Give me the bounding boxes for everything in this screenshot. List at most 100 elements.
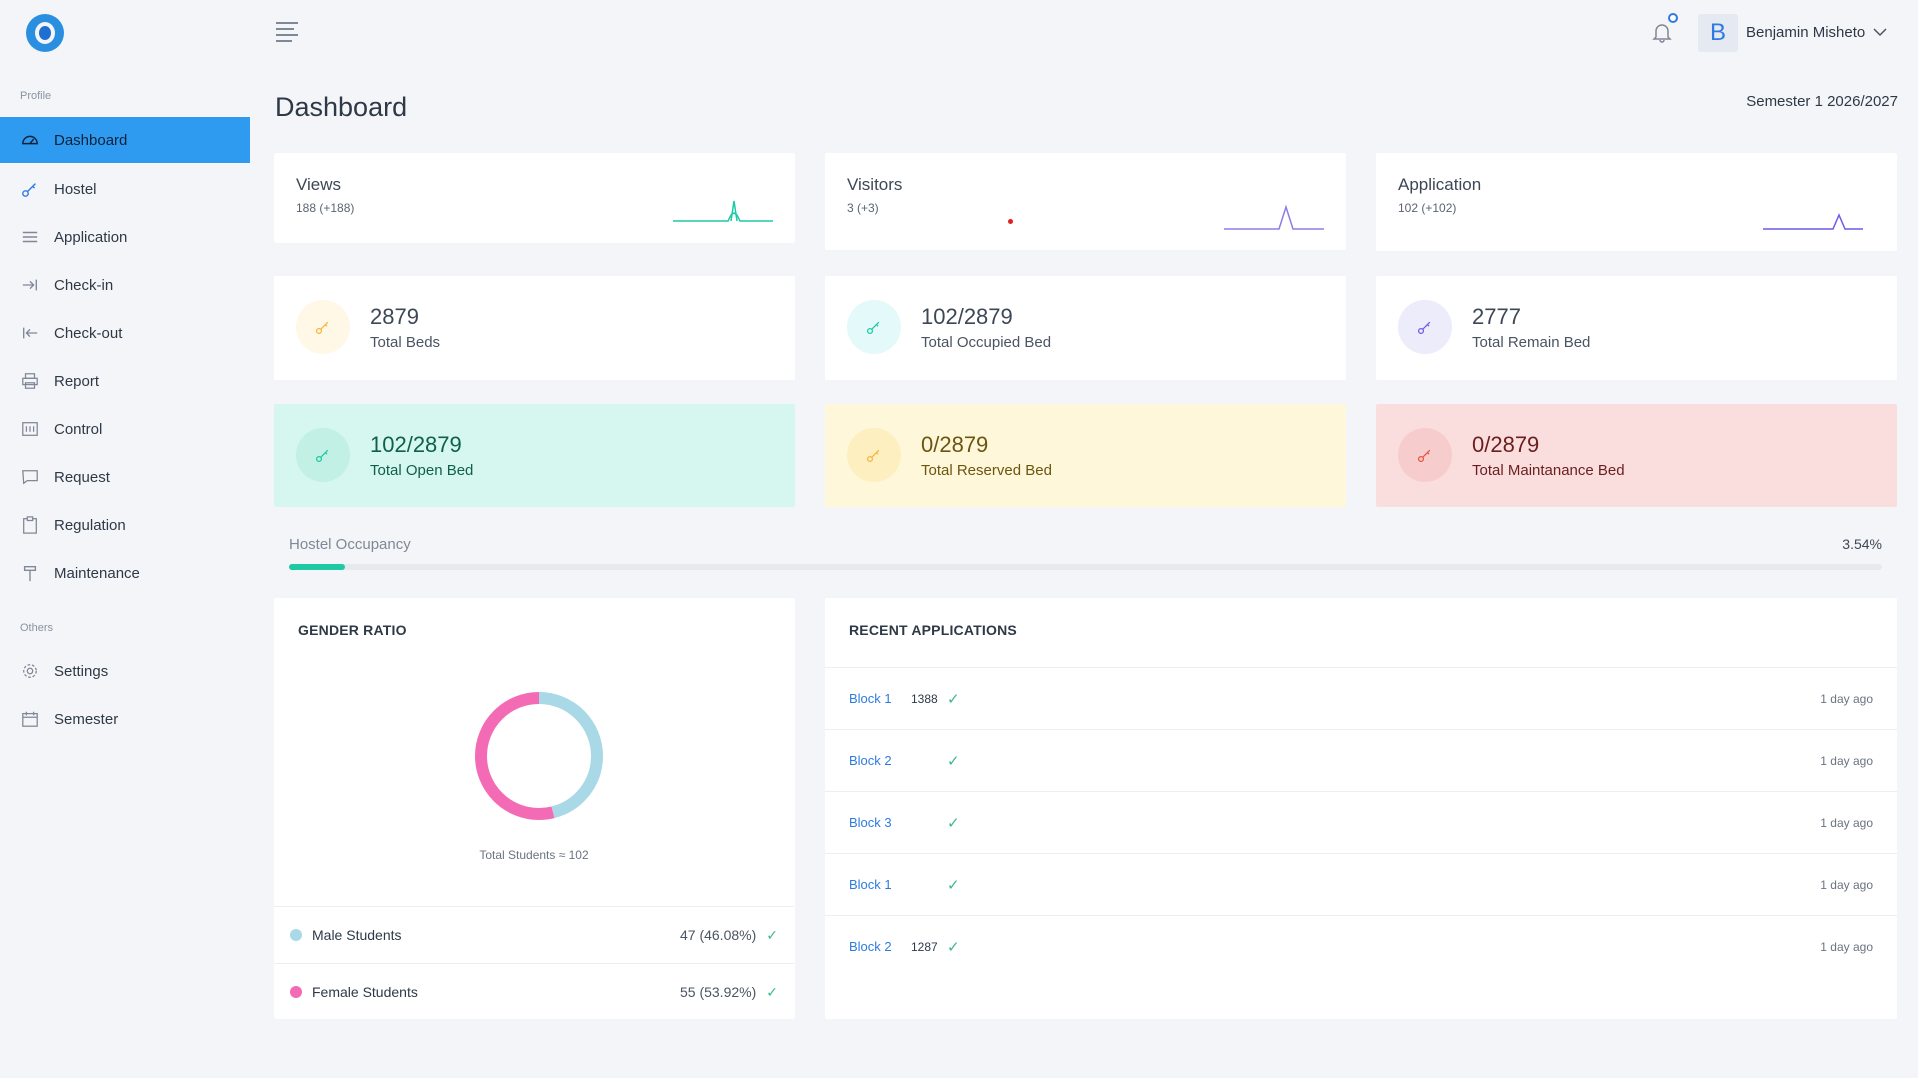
menu-toggle-icon[interactable]: [276, 22, 298, 42]
kpi-label: Total Maintanance Bed: [1472, 462, 1625, 479]
control-icon: [20, 419, 40, 439]
sidebar-item-semester[interactable]: Semester: [0, 696, 250, 742]
total-beds-card: 2879 Total Beds: [274, 276, 795, 380]
check-icon: ✓: [947, 752, 960, 770]
sidebar-item-check-in[interactable]: Check-in: [0, 262, 250, 308]
semester-label: Semester 1 2026/2027: [1746, 93, 1898, 110]
marker-dot: [1008, 219, 1013, 224]
avatar[interactable]: B: [1698, 14, 1738, 52]
total-reserved-bed-card: 0/2879 Total Reserved Bed: [825, 404, 1346, 507]
application-time: 1 day ago: [1820, 939, 1873, 954]
kpi-value: 0/2879: [1472, 432, 1540, 457]
stat-sub: 3 (+3): [847, 201, 879, 215]
sidebar-item-label: Control: [54, 420, 103, 438]
visitors-card: Visitors 3 (+3): [825, 153, 1346, 250]
total-remain-bed-card: 2777 Total Remain Bed: [1376, 276, 1897, 380]
sidebar-item-label: Report: [54, 372, 100, 390]
stat-title: Views: [296, 175, 342, 194]
section-label-others: Others: [20, 622, 54, 634]
key-icon: [847, 300, 901, 354]
application-card: Application 102 (+102): [1376, 153, 1897, 251]
views-sparkline: [673, 200, 773, 222]
occupancy-value: 3.54%: [1842, 536, 1882, 552]
sidebar-item-regulation[interactable]: Regulation: [0, 502, 250, 548]
sidebar-item-control[interactable]: Control: [0, 406, 250, 452]
check-icon: ✓: [947, 938, 960, 956]
sidebar-item-application[interactable]: Application: [0, 214, 250, 260]
section-label-profile: Profile: [20, 90, 52, 102]
gender-donut-chart: [475, 692, 603, 820]
page-title: Dashboard: [275, 92, 408, 122]
hammer-icon: [20, 563, 40, 583]
block-link[interactable]: Block 2: [849, 939, 892, 954]
check-in-icon: [20, 275, 40, 295]
sidebar-item-dashboard[interactable]: Dashboard: [0, 117, 250, 163]
sidebar-item-report[interactable]: Report: [0, 358, 250, 404]
application-time: 1 day ago: [1820, 691, 1873, 706]
block-link[interactable]: Block 1: [849, 691, 892, 706]
kpi-label: Total Occupied Bed: [921, 334, 1052, 351]
sidebar-item-maintenance[interactable]: Maintenance: [0, 550, 250, 596]
kpi-value: 102/2879: [370, 432, 462, 457]
dashboard-icon: [20, 130, 40, 150]
application-time: 1 day ago: [1820, 877, 1873, 892]
sidebar-item-check-out[interactable]: Check-out: [0, 310, 250, 356]
check-icon: ✓: [766, 983, 778, 1000]
printer-icon: [20, 371, 40, 391]
sidebar-item-settings[interactable]: Settings: [0, 648, 250, 694]
app-logo[interactable]: [26, 14, 64, 52]
block-link[interactable]: Block 3: [849, 815, 892, 830]
key-icon: [1398, 428, 1452, 482]
sidebar: Profile Dashboard Hostel Application Che…: [0, 0, 250, 1078]
sidebar-item-label: Request: [54, 468, 110, 486]
stat-title: Application: [1398, 175, 1482, 194]
panel-title: RECENT APPLICATIONS: [849, 622, 1017, 638]
block-link[interactable]: Block 2: [849, 753, 892, 768]
chevron-down-icon[interactable]: [1872, 24, 1888, 40]
chat-icon: [20, 467, 40, 487]
female-arc: [475, 692, 603, 820]
user-name[interactable]: Benjamin Misheto: [1746, 24, 1866, 41]
bell-icon[interactable]: [1650, 20, 1674, 44]
application-row: Block 1 1388 ✓ 1 day ago: [825, 667, 1897, 729]
application-time: 1 day ago: [1820, 753, 1873, 768]
gender-ratio-card: GENDER RATIO Total Students ≈ 102 Male S…: [274, 598, 795, 1019]
sidebar-item-hostel[interactable]: Hostel: [0, 166, 250, 212]
key-icon: [296, 300, 350, 354]
sidebar-item-label: Application: [54, 228, 128, 246]
panel-title: GENDER RATIO: [298, 622, 407, 638]
key-icon: [1398, 300, 1452, 354]
kpi-label: Total Reserved Bed: [921, 462, 1052, 479]
sidebar-item-label: Regulation: [54, 516, 126, 534]
application-time: 1 day ago: [1820, 815, 1873, 830]
legend-row-female: Female Students 55 (53.92%) ✓: [274, 963, 794, 1020]
key-icon: [20, 179, 40, 199]
gear-icon: [20, 661, 40, 681]
kpi-label: Total Remain Bed: [1472, 334, 1591, 351]
legend-label: Female Students: [312, 984, 418, 1000]
key-icon: [847, 428, 901, 482]
block-link[interactable]: Block 1: [849, 877, 892, 892]
key-icon: [296, 428, 350, 482]
legend-label: Male Students: [312, 927, 402, 943]
application-number: 1287: [911, 939, 938, 954]
application-sparkline: [1763, 213, 1863, 230]
recent-applications-card: RECENT APPLICATIONS Block 1 1388 ✓ 1 day ag…: [825, 598, 1897, 1019]
stat-title: Visitors: [847, 175, 903, 194]
sidebar-item-request[interactable]: Request: [0, 454, 250, 500]
legend-dot: [290, 986, 302, 998]
occupancy-label: Hostel Occupancy: [289, 536, 411, 553]
calendar-icon: [20, 709, 40, 729]
total-maintenance-bed-card: 0/2879 Total Maintanance Bed: [1376, 404, 1897, 507]
clipboard-icon: [20, 515, 40, 535]
check-icon: ✓: [947, 876, 960, 894]
visitors-sparkline: [1224, 204, 1324, 230]
views-card: Views 188 (+188): [274, 153, 795, 243]
sidebar-item-label: Dashboard: [54, 131, 128, 149]
legend-row-male: Male Students 47 (46.08%) ✓: [274, 906, 794, 963]
kpi-label: Total Beds: [370, 334, 441, 351]
check-icon: ✓: [947, 690, 960, 708]
kpi-label: Total Open Bed: [370, 462, 474, 479]
sidebar-item-label: Maintenance: [54, 564, 140, 582]
kpi-value: 2777: [1472, 304, 1521, 329]
